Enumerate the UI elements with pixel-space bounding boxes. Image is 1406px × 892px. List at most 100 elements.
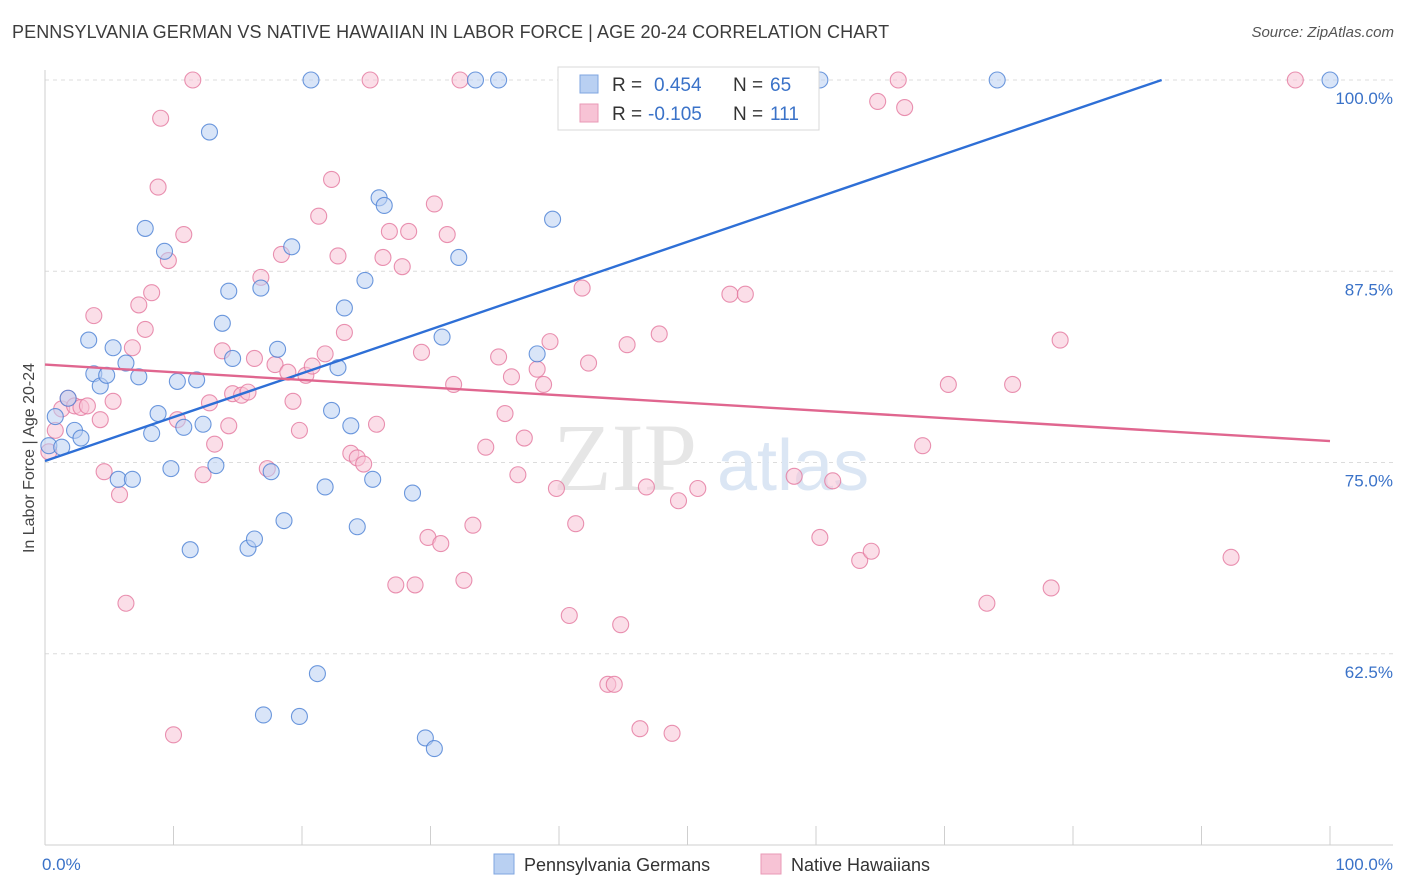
- native-hawaiians-point: [412, 343, 431, 361]
- pennsylvania-germans-point: [188, 371, 206, 389]
- native-hawaiians-point: [117, 594, 135, 612]
- pennsylvania-germans-point: [117, 354, 135, 372]
- native-hawaiians-point: [387, 576, 405, 594]
- stats-r-label-blue: R =: [612, 75, 642, 96]
- pennsylvania-germans-point: [275, 512, 293, 530]
- native-hawaiians-point: [573, 279, 591, 297]
- native-hawaiians-point: [355, 455, 373, 473]
- pennsylvania-germans-point: [425, 740, 443, 758]
- native-hawaiians-point: [1051, 331, 1069, 349]
- x-tick-label-max: 100.0%: [1335, 855, 1393, 874]
- native-hawaiians-point: [541, 333, 559, 351]
- series-legend: Pennsylvania Germans Native Hawaiians: [493, 853, 930, 875]
- native-hawaiians-point: [136, 320, 154, 338]
- pennsylvania-germans-point: [130, 368, 148, 386]
- pennsylvania-germans-point: [316, 478, 334, 496]
- pennsylvania-germans-point: [450, 248, 468, 267]
- pennsylvania-germans-point: [123, 470, 141, 488]
- native-hawaiians-point: [1004, 375, 1022, 394]
- pennsylvania-germans-point: [194, 415, 212, 433]
- chart-title: PENNSYLVANIA GERMAN VS NATIVE HAWAIIAN I…: [12, 22, 890, 42]
- native-hawaiians-point: [310, 207, 328, 225]
- pennsylvania-germans-point: [269, 340, 287, 358]
- pennsylvania-germans-point: [466, 71, 485, 89]
- native-hawaiians-point: [1042, 579, 1060, 597]
- pennsylvania-germans-point: [72, 429, 90, 447]
- native-hawaiians-point: [490, 348, 508, 366]
- pennsylvania-germans-point: [175, 418, 193, 436]
- native-hawaiians-point: [393, 258, 411, 276]
- native-hawaiians-point: [605, 675, 623, 693]
- pennsylvania-germans-point: [149, 404, 167, 423]
- pennsylvania-germans-point: [162, 460, 180, 478]
- native-hawaiians-point: [515, 429, 533, 447]
- native-hawaiians-point: [245, 349, 264, 368]
- watermark-atlas: atlas: [717, 426, 869, 506]
- native-hawaiians-point: [316, 345, 334, 363]
- native-hawaiians-point: [425, 195, 443, 213]
- native-hawaiians-point: [785, 467, 803, 485]
- stats-r-value-blue: 0.454: [654, 75, 702, 96]
- native-hawaiians-point: [149, 178, 167, 196]
- pennsylvania-germans-point: [59, 389, 77, 407]
- native-hawaiians-point: [406, 576, 424, 594]
- native-hawaiians-point: [1286, 71, 1304, 89]
- native-hawaiians-point: [567, 515, 585, 533]
- native-hawaiians-point: [104, 392, 122, 410]
- watermark: ZIP atlas: [553, 404, 869, 511]
- native-hawaiians-point: [323, 170, 341, 188]
- native-hawaiians-point: [736, 285, 754, 303]
- pennsylvania-germans-point: [283, 238, 301, 256]
- native-hawaiians-point: [85, 307, 103, 325]
- y-tick-label: 75.0%: [1345, 472, 1393, 491]
- legend-label-pennsylvania-germans: Pennsylvania Germans: [524, 855, 710, 875]
- native-hawaiians-point: [464, 516, 482, 534]
- grid-lines: [45, 79, 1393, 655]
- native-hawaiians-point: [509, 466, 527, 484]
- native-hawaiians-point: [869, 92, 887, 110]
- native-hawaiians-point: [290, 421, 308, 439]
- pennsylvania-germans-point: [544, 210, 562, 228]
- pennsylvania-germans-point: [1321, 71, 1339, 89]
- pennsylvania-germans-point: [181, 541, 199, 559]
- native-hawaiians-point: [374, 248, 392, 267]
- pennsylvania-germans-point: [308, 665, 326, 683]
- native-hawaiians-point: [130, 296, 148, 314]
- native-hawaiians-point: [110, 486, 129, 504]
- pennsylvania-germans-point: [335, 299, 353, 317]
- pennsylvania-germans-point: [252, 279, 270, 297]
- pennsylvania-germans-point: [104, 339, 122, 357]
- pennsylvania-germans-point: [80, 331, 98, 349]
- native-hawaiians-point: [547, 479, 565, 498]
- native-hawaiians-point: [502, 368, 521, 386]
- native-hawaiians-point: [669, 492, 688, 510]
- native-hawaiians-point: [175, 225, 193, 244]
- native-hawaiians-point: [451, 71, 469, 89]
- native-hawaiians-point: [689, 479, 707, 498]
- native-hawaiians-point: [220, 417, 238, 435]
- native-hawaiians-point: [284, 392, 302, 410]
- native-hawaiians-point: [560, 606, 578, 625]
- y-tick-label: 62.5%: [1345, 663, 1393, 682]
- native-hawaiians-point: [361, 71, 379, 89]
- pennsylvania-germans-point: [224, 349, 242, 368]
- native-hawaiians-point: [477, 438, 495, 456]
- native-hawaiians-point: [380, 222, 398, 241]
- native-hawaiians-point: [811, 528, 829, 547]
- native-hawaiians-point: [896, 98, 914, 117]
- y-axis-label: In Labor Force | Age 20-24: [21, 363, 38, 553]
- native-hawaiians-point: [612, 616, 630, 634]
- native-hawaiians-point: [438, 225, 456, 244]
- native-hawaiians-point: [143, 284, 161, 302]
- pennsylvania-germans-point: [290, 707, 308, 726]
- native-hawaiians-point: [95, 463, 113, 481]
- native-hawaiians-point: [400, 222, 418, 241]
- stats-legend-box: [557, 66, 820, 131]
- y-tick-label: 87.5%: [1345, 280, 1393, 299]
- pennsylvania-germans-point: [302, 71, 320, 89]
- stats-r-label-pink: R =: [612, 104, 642, 125]
- native-hawaiians-point: [862, 542, 880, 560]
- x-ticks: [44, 826, 1331, 845]
- pennsylvania-germans-point: [528, 345, 546, 363]
